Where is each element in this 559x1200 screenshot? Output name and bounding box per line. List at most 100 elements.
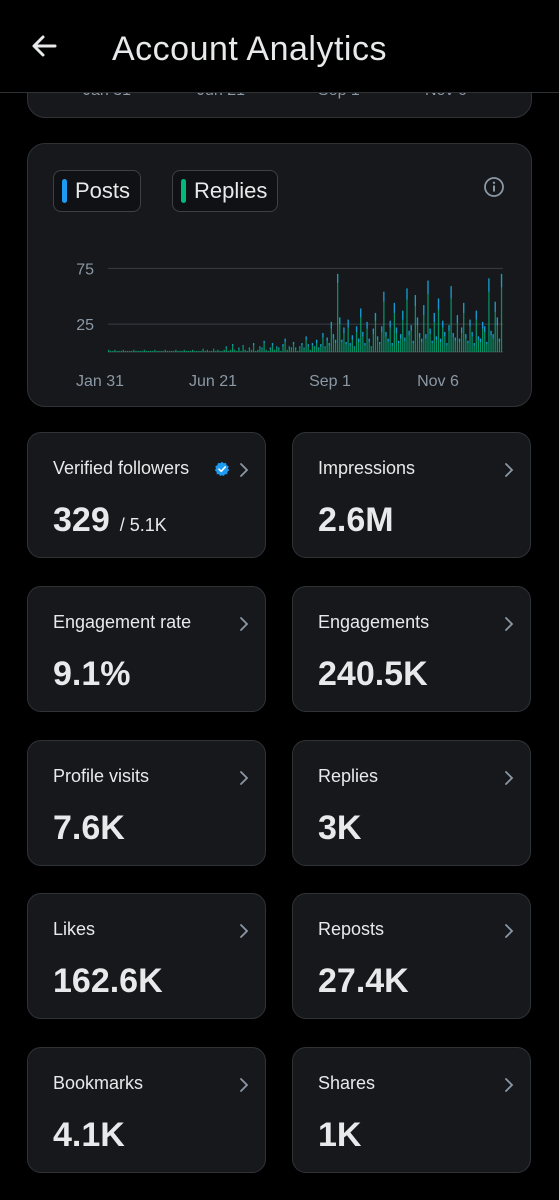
- top-app-bar: Account Analytics: [0, 0, 559, 93]
- chart-bar-replies: [343, 327, 345, 352]
- verified-badge-icon: [214, 461, 230, 477]
- chart-bar-posts: [481, 321, 484, 329]
- arrow-left-icon[interactable]: [28, 30, 60, 62]
- chart-bar-replies: [297, 350, 299, 352]
- chart-bar-replies: [437, 298, 440, 352]
- chart-bar-posts: [435, 336, 438, 340]
- chart-bar-posts: [355, 326, 358, 332]
- chart-bar-posts: [471, 331, 473, 337]
- chart-bar-replies: [452, 333, 454, 352]
- chart-bar-posts: [305, 336, 307, 340]
- chart-bar-posts: [326, 337, 328, 341]
- stat-label: Reposts: [318, 919, 385, 939]
- chart-bar-replies: [446, 343, 448, 352]
- chart-bar-replies: [143, 349, 145, 352]
- stat-card-engagement-rate[interactable]: Engagement rate 9.1%: [27, 586, 266, 712]
- chart-bar-replies: [469, 319, 471, 352]
- stat-card-bookmarks[interactable]: Bookmarks 4.1K: [27, 1047, 266, 1173]
- stat-card-shares[interactable]: Shares 1K: [292, 1047, 531, 1173]
- chart-bar-posts: [458, 338, 461, 342]
- chevron-right-icon: [505, 924, 514, 938]
- chart-bar-replies: [120, 350, 122, 352]
- chart-bar-replies: [494, 301, 496, 352]
- stat-card-replies[interactable]: Replies 3K: [292, 740, 531, 866]
- chart-bar-replies: [219, 350, 221, 352]
- stat-card-engagements[interactable]: Engagements 240.5K: [292, 586, 531, 712]
- chart-bar-posts: [454, 337, 456, 341]
- chart-bar-replies: [276, 346, 278, 352]
- chart-bar-replies: [278, 347, 280, 352]
- chart-bar-replies: [225, 346, 227, 352]
- chart-bar-posts: [261, 347, 263, 349]
- chart-bar-posts: [395, 327, 398, 334]
- chart-bar-replies: [313, 346, 316, 352]
- chart-bar-replies: [376, 336, 379, 352]
- chart-bar-replies: [112, 350, 114, 352]
- stat-card-reposts[interactable]: Reposts 27.4K: [292, 893, 531, 1019]
- chart-bar-posts: [332, 334, 335, 339]
- chart-bar-replies: [387, 338, 389, 352]
- chart-bar-posts: [328, 343, 330, 346]
- chart-bar-replies: [463, 302, 465, 352]
- chevron-right-icon: [505, 463, 514, 477]
- chart-bar-replies: [110, 350, 112, 352]
- chart-bar-replies: [395, 327, 398, 352]
- stat-card-verified-followers[interactable]: Verified followers 329 / 5.1K: [27, 432, 266, 558]
- chart-bar-replies: [423, 305, 425, 352]
- chart-bar-replies: [465, 334, 467, 352]
- chart-bar-replies: [500, 273, 503, 352]
- chart-bar-replies: [217, 349, 219, 352]
- chart-bar-posts: [475, 310, 477, 320]
- chart-bar-replies: [492, 334, 494, 352]
- chart-bar-replies: [133, 349, 135, 352]
- stat-card-profile-visits[interactable]: Profile visits 7.6K: [27, 740, 266, 866]
- chart-bar-replies: [488, 278, 490, 352]
- chart-bar-replies: [124, 350, 127, 352]
- chart-bar-replies: [154, 349, 156, 352]
- chart-bar-replies: [150, 350, 152, 352]
- chart-bar-posts: [397, 340, 400, 344]
- chart-bar-posts: [446, 343, 448, 346]
- chart-bar-replies: [425, 334, 427, 352]
- chart-bar-replies: [456, 315, 459, 352]
- chart-bar-replies: [431, 340, 433, 352]
- chart-bar-replies: [366, 321, 368, 352]
- legend-chip-replies[interactable]: Replies: [172, 170, 279, 212]
- chart-bar-replies: [171, 350, 173, 352]
- chevron-right-icon: [240, 1078, 249, 1092]
- chart-bar-replies: [236, 350, 238, 352]
- chart-bar-posts: [450, 286, 452, 299]
- stat-card-impressions[interactable]: Impressions 2.6M: [292, 432, 531, 558]
- chart-bar-replies: [108, 349, 110, 352]
- x-tick-label: Nov 6: [417, 373, 459, 390]
- chart-bar-posts: [341, 339, 343, 342]
- chart-bar-posts: [452, 333, 454, 338]
- stat-value: 3K: [318, 809, 362, 847]
- chart-bar-replies: [141, 350, 143, 352]
- chart-bar-replies: [324, 346, 326, 352]
- chart-bar-replies: [156, 350, 158, 352]
- chart-bar-posts: [383, 291, 385, 302]
- chart-bar-replies: [444, 331, 446, 352]
- stat-card-likes[interactable]: Likes 162.6K: [27, 893, 266, 1019]
- chevron-right-icon: [505, 617, 514, 631]
- chart-bar-replies: [477, 336, 480, 352]
- legend-chip-posts[interactable]: Posts: [53, 170, 142, 212]
- chart-bar-posts: [479, 338, 482, 342]
- chart-bar-posts: [324, 346, 326, 348]
- chart-bar-replies: [273, 349, 276, 352]
- chart-bar-replies: [166, 350, 169, 352]
- chart-bar-replies: [353, 346, 356, 352]
- chart-bar-replies: [129, 350, 131, 352]
- page-title: Account Analytics: [112, 30, 387, 68]
- chart-bar-posts: [303, 347, 305, 349]
- chart-bar-replies: [362, 331, 364, 352]
- chart-bar-posts: [242, 345, 244, 347]
- chart-bar-replies: [433, 312, 435, 352]
- chart-bar-replies: [364, 343, 366, 352]
- stat-value: 7.6K: [53, 809, 125, 847]
- chart-bar-posts: [343, 327, 345, 334]
- legend-label-replies: Replies: [194, 178, 268, 203]
- info-icon[interactable]: [483, 176, 505, 198]
- chart-bar-posts: [414, 295, 417, 307]
